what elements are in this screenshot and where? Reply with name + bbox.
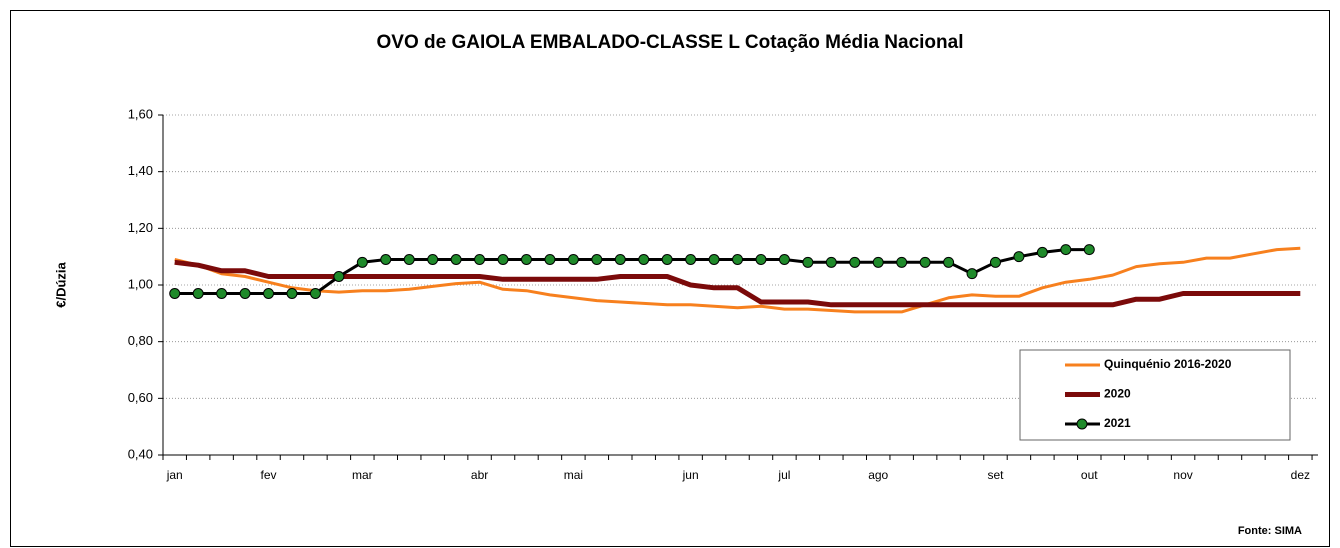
series-marker [802, 256, 814, 268]
legend-label: Quinquénio 2016-2020 [1104, 357, 1232, 371]
series-marker [380, 254, 392, 265]
source-note: Fonte: SIMA [1238, 525, 1302, 537]
x-tick-label: dez [1291, 468, 1310, 482]
y-tick-label: 0,60 [128, 390, 153, 405]
series-marker [474, 254, 486, 265]
series-marker [450, 254, 462, 265]
series-marker [591, 254, 603, 265]
series-marker [403, 254, 415, 265]
series-marker [1036, 246, 1048, 258]
series-marker [778, 254, 790, 265]
series-marker [192, 288, 204, 299]
x-tick-label: out [1081, 468, 1098, 482]
x-tick-label: nov [1173, 468, 1192, 482]
x-tick-label: mar [352, 468, 373, 482]
chart-title: OVO de GAIOLA EMBALADO-CLASSE L Cotação … [377, 32, 964, 53]
series-marker [239, 288, 251, 299]
y-tick-label: 1,40 [128, 163, 153, 178]
series-marker [356, 256, 368, 268]
legend-label: 2021 [1104, 416, 1131, 430]
series-line [174, 259, 1301, 308]
series-marker [825, 256, 837, 268]
series-marker [966, 268, 978, 280]
series-marker [309, 288, 321, 299]
series-marker [872, 256, 884, 268]
series-marker [497, 254, 509, 265]
series-marker [919, 256, 931, 268]
x-tick-label: abr [471, 468, 488, 482]
series-marker [286, 288, 298, 299]
series-marker [614, 254, 626, 265]
legend-marker [1076, 418, 1088, 430]
series-marker [216, 288, 228, 299]
series-marker [567, 254, 579, 265]
x-tick-label: set [987, 468, 1004, 482]
series-marker [169, 288, 181, 299]
y-tick-label: 1,20 [128, 220, 153, 235]
series-marker [661, 254, 673, 265]
series-marker [755, 254, 767, 265]
x-tick-label: jun [682, 468, 699, 482]
series-marker [849, 256, 861, 268]
series-marker [333, 271, 345, 282]
y-tick-label: 1,60 [128, 106, 153, 121]
x-tick-label: jan [166, 468, 183, 482]
series-marker [943, 256, 955, 268]
series-line [174, 248, 1090, 295]
series-marker [989, 256, 1001, 268]
x-tick-label: jul [777, 468, 790, 482]
x-tick-label: mai [564, 468, 583, 482]
y-tick-label: 0,80 [128, 333, 153, 348]
y-tick-label: 0,40 [128, 446, 153, 461]
series-marker [520, 254, 532, 265]
series-marker [1013, 251, 1025, 263]
y-tick-label: 1,00 [128, 276, 153, 291]
series-marker [732, 254, 744, 265]
series-marker [263, 288, 275, 299]
series-marker [638, 254, 650, 265]
series-marker [544, 254, 556, 265]
x-tick-label: ago [868, 468, 888, 482]
series-marker [896, 256, 908, 268]
series-marker [427, 254, 439, 265]
series-marker [708, 254, 720, 265]
legend-label: 2020 [1104, 387, 1131, 401]
series-marker [1060, 244, 1072, 256]
series-line [174, 246, 1301, 314]
y-axis-label: €/Dúzia [53, 261, 68, 307]
series-marker [685, 254, 697, 265]
series-marker [1083, 244, 1095, 256]
x-tick-label: fev [261, 468, 277, 482]
